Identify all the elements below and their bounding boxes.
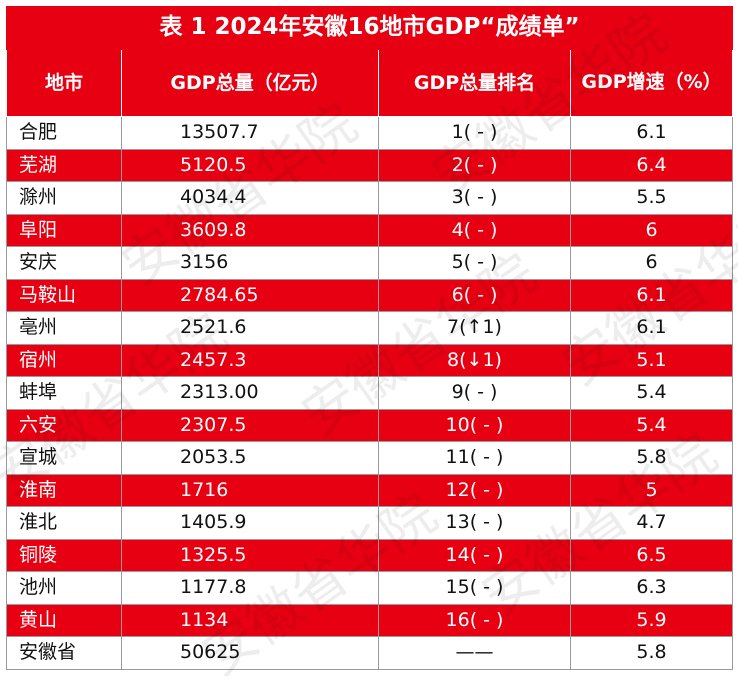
table-row: 淮南 1716 12( - ) 5 [6, 473, 734, 507]
cell-rank: 2( - ) [378, 148, 571, 182]
cell-gdp: 1177.8 [121, 571, 379, 605]
cell-growth: 5.5 [569, 181, 734, 215]
cell-rank: 7(↑1) [378, 311, 571, 345]
cell-growth: 6.1 [569, 311, 734, 345]
table-row: 合肥 13507.7 1( - ) 6.1 [6, 116, 734, 150]
cell-city: 淮南 [6, 473, 122, 507]
cell-city: 安庆 [6, 246, 122, 280]
cell-city: 池州 [6, 571, 122, 605]
table-row: 安庆 3156 5( - ) 6 [6, 246, 734, 280]
cell-city: 阜阳 [6, 213, 122, 247]
cell-gdp: 2784.65 [121, 278, 379, 312]
cell-growth: 6.5 [569, 538, 734, 572]
cell-rank: 5( - ) [378, 246, 571, 280]
cell-rank: 3( - ) [378, 181, 571, 215]
cell-gdp: 50625 [121, 636, 379, 670]
cell-gdp: 2313.00 [121, 376, 379, 410]
header-city: 地市 [6, 49, 122, 117]
cell-growth: 5.8 [569, 636, 734, 670]
cell-growth: 6.1 [569, 278, 734, 312]
cell-rank: —— [378, 636, 571, 670]
cell-growth: 6.3 [569, 571, 734, 605]
cell-rank: 6( - ) [378, 278, 571, 312]
table-row: 亳州 2521.6 7(↑1) 6.1 [6, 311, 734, 345]
cell-gdp: 1134 [121, 603, 379, 637]
cell-city: 黄山 [6, 603, 122, 637]
table-row: 宣城 2053.5 11( - ) 5.8 [6, 441, 734, 475]
table-row: 宿州 2457.3 8(↓1) 5.1 [6, 343, 734, 377]
cell-gdp: 3156 [121, 246, 379, 280]
table-title: 表 1 2024年安徽16地市GDP“成绩单” [5, 6, 734, 50]
cell-city: 淮北 [6, 506, 122, 540]
cell-rank: 16( - ) [378, 603, 571, 637]
table-row: 淮北 1405.9 13( - ) 4.7 [6, 506, 734, 540]
cell-rank: 8(↓1) [378, 343, 571, 377]
header-gdp: GDP总量（亿元） [121, 49, 379, 117]
cell-gdp: 2053.5 [121, 441, 379, 475]
table-body: 合肥 13507.7 1( - ) 6.1 芜湖 5120.5 2( - ) 6.4 滁州 403… [6, 116, 734, 670]
cell-growth: 5.9 [569, 603, 734, 637]
table-row: 六安 2307.5 10( - ) 5.4 [6, 408, 734, 442]
cell-rank: 13( - ) [378, 506, 571, 540]
cell-rank: 1( - ) [378, 116, 571, 150]
cell-city: 六安 [6, 408, 122, 442]
table-title-row: 表 1 2024年安徽16地市GDP“成绩单” [5, 6, 734, 50]
cell-growth: 6 [569, 213, 734, 247]
cell-gdp: 1405.9 [121, 506, 379, 540]
cell-city: 滁州 [6, 181, 122, 215]
table-row: 滁州 4034.4 3( - ) 5.5 [6, 181, 734, 215]
table-row: 马鞍山 2784.65 6( - ) 6.1 [6, 278, 734, 312]
table-row: 池州 1177.8 15( - ) 6.3 [6, 571, 734, 605]
gdp-table: 表 1 2024年安徽16地市GDP“成绩单” 地市 GDP总量（亿元） GDP… [5, 6, 734, 670]
cell-city: 亳州 [6, 311, 122, 345]
cell-growth: 5.8 [569, 441, 734, 475]
cell-gdp: 5120.5 [121, 148, 379, 182]
cell-rank: 4( - ) [378, 213, 571, 247]
cell-city: 合肥 [6, 116, 122, 150]
cell-gdp: 4034.4 [121, 181, 379, 215]
cell-rank: 15( - ) [378, 571, 571, 605]
cell-city: 安徽省 [6, 636, 122, 670]
cell-rank: 12( - ) [378, 473, 571, 507]
cell-rank: 11( - ) [378, 441, 571, 475]
cell-city: 铜陵 [6, 538, 122, 572]
cell-rank: 10( - ) [378, 408, 571, 442]
header-growth: GDP增速（%） [569, 49, 734, 117]
table-row: 铜陵 1325.5 14( - ) 6.5 [6, 538, 734, 572]
table-row: 蚌埠 2313.00 9( - ) 5.4 [6, 376, 734, 410]
cell-growth: 5.4 [569, 408, 734, 442]
cell-growth: 6.4 [569, 148, 734, 182]
cell-growth: 6 [569, 246, 734, 280]
table-row: 阜阳 3609.8 4( - ) 6 [6, 213, 734, 247]
cell-gdp: 1325.5 [121, 538, 379, 572]
cell-rank: 14( - ) [378, 538, 571, 572]
table-row: 芜湖 5120.5 2( - ) 6.4 [6, 148, 734, 182]
table-header-row: 地市 GDP总量（亿元） GDP总量排名 GDP增速（%） [6, 49, 734, 117]
cell-gdp: 1716 [121, 473, 379, 507]
header-rank: GDP总量排名 [378, 49, 571, 117]
cell-gdp: 2307.5 [121, 408, 379, 442]
table-row: 黄山 1134 16( - ) 5.9 [6, 603, 734, 637]
cell-city: 宿州 [6, 343, 122, 377]
cell-growth: 5.4 [569, 376, 734, 410]
cell-gdp: 2457.3 [121, 343, 379, 377]
cell-growth: 4.7 [569, 506, 734, 540]
cell-city: 马鞍山 [6, 278, 122, 312]
cell-gdp: 3609.8 [121, 213, 379, 247]
cell-gdp: 2521.6 [121, 311, 379, 345]
cell-growth: 6.1 [569, 116, 734, 150]
cell-rank: 9( - ) [378, 376, 571, 410]
cell-city: 蚌埠 [6, 376, 122, 410]
cell-growth: 5 [569, 473, 734, 507]
table-row: 安徽省 50625 —— 5.8 [6, 636, 734, 670]
cell-city: 芜湖 [6, 148, 122, 182]
cell-growth: 5.1 [569, 343, 734, 377]
cell-gdp: 13507.7 [121, 116, 379, 150]
cell-city: 宣城 [6, 441, 122, 475]
